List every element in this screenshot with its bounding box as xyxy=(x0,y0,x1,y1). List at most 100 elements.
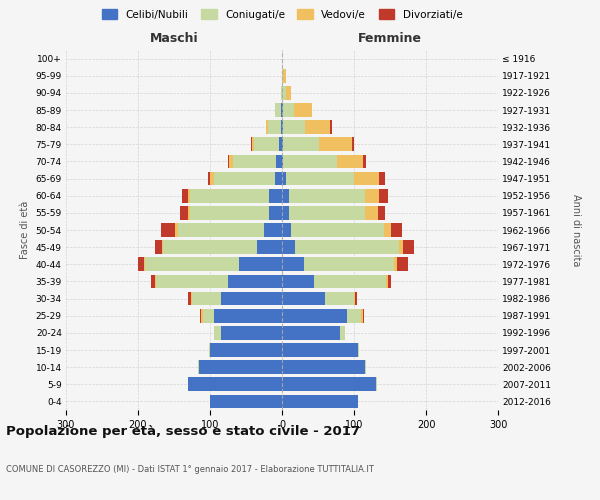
Bar xyxy=(282,120,283,134)
Bar xyxy=(286,86,292,100)
Bar xyxy=(394,258,397,271)
Bar xyxy=(192,292,221,306)
Bar xyxy=(233,154,276,168)
Bar xyxy=(361,309,362,322)
Bar xyxy=(188,189,190,202)
Bar xyxy=(282,206,289,220)
Bar xyxy=(209,343,210,357)
Bar xyxy=(175,223,178,237)
Text: Maschi: Maschi xyxy=(149,32,199,45)
Bar xyxy=(268,120,281,134)
Bar xyxy=(254,138,279,151)
Bar xyxy=(379,172,385,185)
Bar xyxy=(314,274,386,288)
Bar xyxy=(403,240,414,254)
Bar xyxy=(161,223,175,237)
Bar xyxy=(210,172,214,185)
Bar xyxy=(283,69,286,82)
Bar xyxy=(276,154,282,168)
Bar xyxy=(188,206,190,220)
Bar xyxy=(282,326,340,340)
Bar xyxy=(282,138,283,151)
Bar xyxy=(281,86,282,100)
Bar xyxy=(386,274,388,288)
Bar xyxy=(388,274,391,288)
Bar xyxy=(282,189,289,202)
Bar xyxy=(289,206,365,220)
Bar xyxy=(221,326,282,340)
Bar xyxy=(286,172,354,185)
Bar xyxy=(295,240,400,254)
Bar xyxy=(365,360,366,374)
Bar xyxy=(144,258,145,271)
Bar xyxy=(214,172,275,185)
Bar xyxy=(181,206,188,220)
Bar xyxy=(210,394,282,408)
Bar xyxy=(221,292,282,306)
Bar xyxy=(198,360,199,374)
Bar xyxy=(239,258,282,271)
Bar xyxy=(208,172,210,185)
Bar xyxy=(282,274,314,288)
Bar xyxy=(282,69,283,82)
Bar xyxy=(283,120,305,134)
Bar xyxy=(391,223,402,237)
Bar xyxy=(362,154,366,168)
Bar xyxy=(358,343,359,357)
Bar xyxy=(305,120,330,134)
Bar xyxy=(275,103,281,117)
Bar xyxy=(214,326,221,340)
Bar xyxy=(282,154,283,168)
Bar xyxy=(340,326,346,340)
Bar xyxy=(155,240,162,254)
Bar xyxy=(257,240,282,254)
Bar xyxy=(347,309,361,322)
Legend: Celibi/Nubili, Coniugati/e, Vedovi/e, Divorziati/e: Celibi/Nubili, Coniugati/e, Vedovi/e, Di… xyxy=(97,5,467,24)
Bar xyxy=(163,240,257,254)
Bar xyxy=(269,206,282,220)
Bar xyxy=(397,258,408,271)
Bar xyxy=(199,360,282,374)
Bar xyxy=(151,274,155,288)
Bar xyxy=(188,378,282,391)
Bar xyxy=(283,154,337,168)
Bar xyxy=(269,189,282,202)
Text: Popolazione per età, sesso e stato civile - 2017: Popolazione per età, sesso e stato civil… xyxy=(6,425,360,438)
Bar xyxy=(365,206,378,220)
Bar xyxy=(162,240,163,254)
Bar xyxy=(228,274,282,288)
Bar xyxy=(282,172,286,185)
Bar xyxy=(282,360,365,374)
Bar xyxy=(304,258,394,271)
Bar xyxy=(282,86,286,100)
Bar xyxy=(210,343,282,357)
Bar xyxy=(319,138,352,151)
Bar xyxy=(138,258,144,271)
Bar xyxy=(145,258,239,271)
Text: Femmine: Femmine xyxy=(358,32,422,45)
Bar xyxy=(214,309,282,322)
Bar xyxy=(365,189,379,202)
Bar xyxy=(282,292,325,306)
Bar xyxy=(229,154,233,168)
Bar xyxy=(279,138,282,151)
Bar xyxy=(275,172,282,185)
Bar xyxy=(266,120,268,134)
Bar xyxy=(282,394,358,408)
Bar xyxy=(264,223,282,237)
Bar xyxy=(283,103,294,117)
Bar xyxy=(384,223,391,237)
Bar xyxy=(228,154,229,168)
Bar xyxy=(203,309,214,322)
Bar xyxy=(378,206,385,220)
Bar xyxy=(379,189,388,202)
Bar xyxy=(281,120,282,134)
Bar xyxy=(354,292,355,306)
Y-axis label: Anni di nascita: Anni di nascita xyxy=(571,194,581,266)
Bar xyxy=(188,292,191,306)
Bar xyxy=(251,138,253,151)
Bar xyxy=(190,189,269,202)
Bar xyxy=(376,378,377,391)
Bar xyxy=(362,309,364,322)
Bar xyxy=(283,138,319,151)
